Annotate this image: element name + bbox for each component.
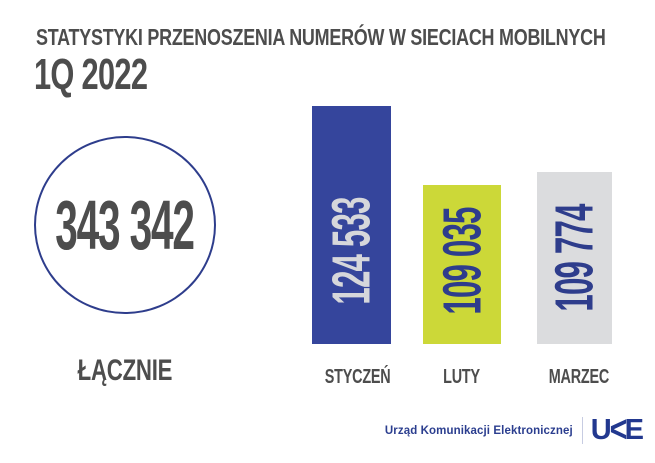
bar-luty: 109 035	[423, 185, 501, 344]
uke-logo: U<E	[590, 409, 644, 451]
total-circle: 343 342	[34, 136, 216, 314]
page-subtitle: 1Q 2022	[34, 50, 196, 100]
bar-marzec: 109 774	[537, 172, 612, 344]
bar-value-luty: 109 035	[432, 206, 493, 315]
org-name: Urząd Komunikacji Elektronicznej	[384, 424, 573, 437]
page-subtitle-text: 1Q 2022	[34, 50, 148, 99]
axis-label-styczen: STYCZEŃ	[324, 366, 391, 388]
axis-label-marzec: MARZEC	[548, 366, 610, 388]
bar-value-styczen: 124 533	[321, 197, 382, 305]
page-title: STATYSTYKI PRZENOSZENIA NUMERÓW W SIECIA…	[36, 24, 655, 51]
bar-styczen: 124 533	[312, 106, 391, 344]
page-title-text: STATYSTYKI PRZENOSZENIA NUMERÓW W SIECIA…	[36, 24, 606, 50]
footer-divider	[581, 417, 583, 444]
uke-logo-k-glyph: <	[609, 409, 627, 451]
total-caption: ŁĄCZNIE	[77, 354, 173, 387]
axis-label-luty: LUTY	[443, 366, 481, 388]
total-value: 343 342	[55, 186, 196, 264]
footer: Urząd Komunikacji Elektronicznej U<E	[384, 409, 644, 451]
bar-value-marzec: 109 774	[544, 204, 605, 312]
